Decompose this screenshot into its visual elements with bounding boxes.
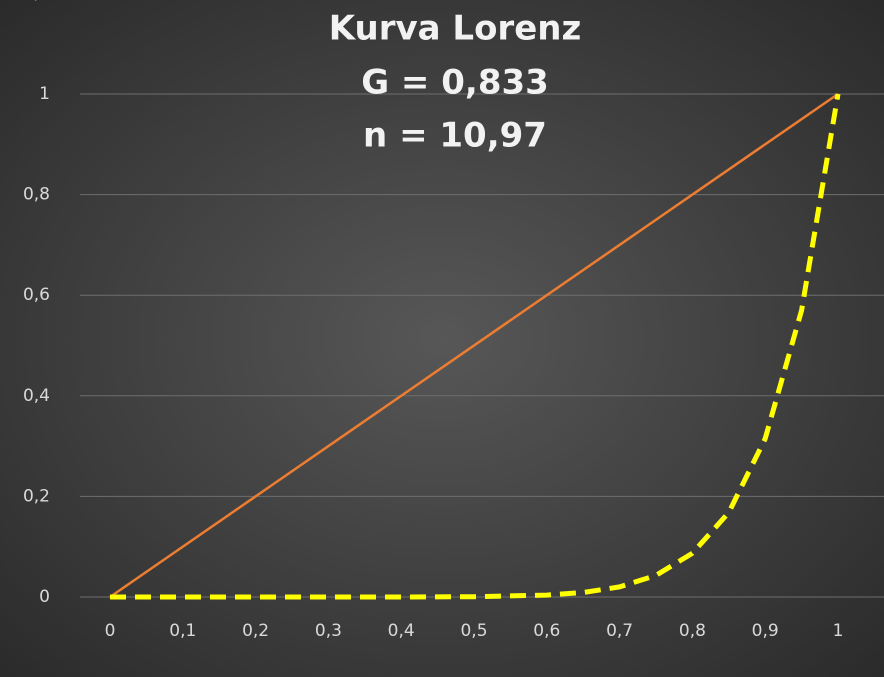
equality-line: [109, 92, 839, 599]
lorenz-curve: [110, 93, 841, 600]
x-tick-label: 0,5: [460, 621, 487, 641]
x-tick-label: 0,7: [606, 621, 633, 641]
x-tick-label: 0,6: [533, 621, 560, 641]
x-tick-label: 1: [833, 621, 844, 641]
chart-subtitle: n = 10,97: [363, 116, 547, 156]
chart-title: Kurva Lorenz: [329, 9, 582, 49]
chart-subtitle: G = 0,833: [361, 63, 549, 103]
plot-area: [109, 92, 841, 600]
y-tick-label: 0: [39, 587, 50, 607]
y-tick-label: 1: [39, 84, 50, 104]
x-tick-label: 0,9: [752, 621, 779, 641]
y-tick-label: 0,4: [23, 386, 50, 406]
x-tick-label: 0,1: [169, 621, 196, 641]
x-tick-label: 0,8: [679, 621, 706, 641]
y-tick-label: 1,2: [23, 0, 50, 3]
y-tick-label: 0,8: [23, 185, 50, 205]
y-tick-label: 0,6: [23, 285, 50, 305]
x-tick-label: 0: [105, 621, 116, 641]
x-tick-label: 0,3: [315, 621, 342, 641]
y-tick-label: 0,2: [23, 486, 50, 506]
x-tick-label: 0,4: [388, 621, 415, 641]
x-tick-label: 0,2: [242, 621, 269, 641]
